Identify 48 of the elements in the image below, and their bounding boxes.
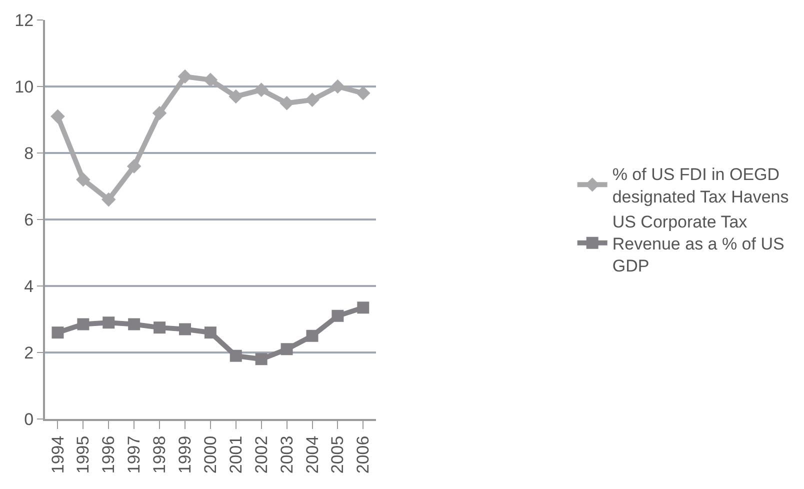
point	[280, 96, 294, 110]
point	[77, 318, 90, 330]
legend-label: % of US FDI in OEGD designated Tax Havens	[612, 165, 789, 206]
y-tick-label: 10	[14, 77, 34, 96]
point	[154, 322, 166, 334]
point	[178, 323, 191, 336]
point	[306, 330, 318, 342]
point	[254, 82, 268, 97]
x-tick-label: 1994	[48, 436, 68, 474]
point	[101, 192, 116, 207]
legend-label: US Corporate Tax Revenue as a % of US GDP	[612, 212, 784, 276]
point	[102, 316, 115, 329]
point	[255, 353, 268, 366]
point	[203, 72, 218, 87]
point	[356, 86, 370, 100]
point	[305, 92, 320, 107]
x-tick-label: 2002	[252, 436, 271, 474]
point	[332, 310, 344, 322]
y-tick-label: 0	[24, 410, 34, 429]
point	[330, 79, 345, 94]
point	[228, 89, 244, 104]
x-tick-label: 1999	[176, 436, 195, 474]
point	[357, 302, 370, 314]
point	[178, 69, 192, 84]
x-tick-label: 2003	[277, 436, 296, 474]
y-tick-label: 12	[14, 10, 34, 30]
point	[230, 350, 242, 362]
point	[50, 109, 65, 124]
point	[128, 318, 140, 330]
point	[126, 159, 142, 174]
point	[52, 326, 64, 339]
x-tick-label: 2005	[328, 436, 348, 474]
y-tick-label: 4	[24, 276, 34, 296]
point	[204, 326, 216, 339]
x-tick-label: 2000	[200, 436, 220, 474]
point	[280, 343, 293, 356]
x-tick-label: 2006	[354, 436, 373, 474]
x-tick-label: 1998	[150, 436, 170, 474]
x-tick-label: 1996	[99, 436, 118, 474]
x-tick-label: 2001	[226, 436, 246, 474]
x-tick-label: 2004	[302, 436, 322, 474]
x-tick-label: 1995	[74, 436, 93, 474]
y-tick-label: 6	[24, 210, 34, 230]
y-tick-label: 8	[24, 144, 34, 163]
y-tick-label: 2	[24, 343, 34, 362]
x-tick-label: 1997	[124, 436, 144, 474]
point	[152, 106, 167, 120]
point	[76, 172, 90, 187]
